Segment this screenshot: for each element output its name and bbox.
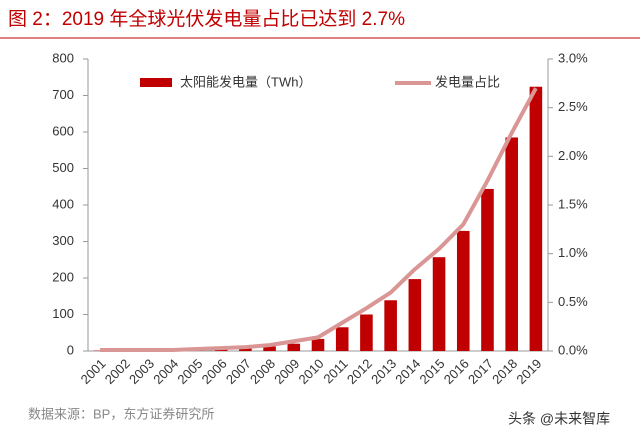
bar (360, 314, 373, 351)
x-tick-label: 2007 (223, 356, 254, 387)
y2-tick-label: 2.5% (558, 99, 588, 114)
y2-tick-label: 1.5% (558, 196, 588, 211)
x-tick-label: 2004 (150, 356, 181, 387)
bar (239, 348, 252, 351)
y-tick-label: 400 (52, 196, 74, 211)
x-tick-label: 2016 (441, 356, 472, 387)
x-tick-label: 2005 (174, 356, 205, 387)
y-tick-label: 500 (52, 160, 74, 175)
x-tick-label: 2002 (102, 356, 133, 387)
y-tick-label: 300 (52, 233, 74, 248)
legend-label: 发电量占比 (435, 74, 500, 89)
bar (311, 338, 325, 351)
x-tick-label: 2011 (320, 356, 350, 386)
chart-title: 图 2：2019 年全球光伏发电量占比已达到 2.7% (8, 8, 405, 30)
y-tick-label: 800 (52, 50, 74, 65)
y-tick-label: 700 (52, 87, 74, 102)
x-tick-label: 2017 (465, 356, 496, 387)
y-tick-label: 600 (52, 123, 74, 138)
bar (408, 279, 422, 351)
x-tick-label: 2008 (247, 356, 278, 387)
y-tick-label: 0 (67, 342, 74, 357)
x-tick-label: 2009 (271, 356, 302, 387)
x-tick-label: 2014 (392, 356, 423, 387)
bar (432, 257, 446, 351)
bar (263, 346, 276, 351)
y2-tick-label: 0.0% (558, 342, 588, 357)
y2-tick-label: 0.5% (558, 294, 588, 309)
watermark: 头条 @未来智库 (508, 411, 610, 427)
x-tick-label: 2015 (417, 356, 448, 387)
x-tick-label: 2019 (513, 356, 544, 387)
x-tick-label: 2003 (126, 356, 157, 387)
x-tick-label: 2006 (199, 356, 230, 387)
y-tick-label: 200 (52, 269, 74, 284)
bar (529, 86, 543, 352)
x-tick-label: 2012 (344, 356, 375, 387)
y-tick-label: 100 (52, 306, 74, 321)
bar (505, 137, 518, 351)
bar (384, 300, 397, 351)
legend-label: 太阳能发电量（TWh） (180, 74, 311, 89)
bar (481, 188, 494, 351)
x-tick-label: 2010 (295, 356, 326, 387)
x-tick-label: 2013 (368, 356, 399, 387)
line (100, 87, 538, 353)
y2-tick-label: 2.0% (558, 148, 588, 163)
x-tick-label: 2018 (489, 356, 520, 387)
y2-tick-label: 1.0% (558, 245, 588, 260)
legend-swatch (140, 78, 172, 87)
x-tick-label: 2001 (78, 356, 109, 387)
bar (335, 327, 349, 351)
bar (456, 230, 470, 351)
source: 数据来源：BP，东方证券研究所 (28, 406, 214, 421)
bar (287, 343, 301, 351)
y2-tick-label: 3.0% (558, 50, 588, 65)
